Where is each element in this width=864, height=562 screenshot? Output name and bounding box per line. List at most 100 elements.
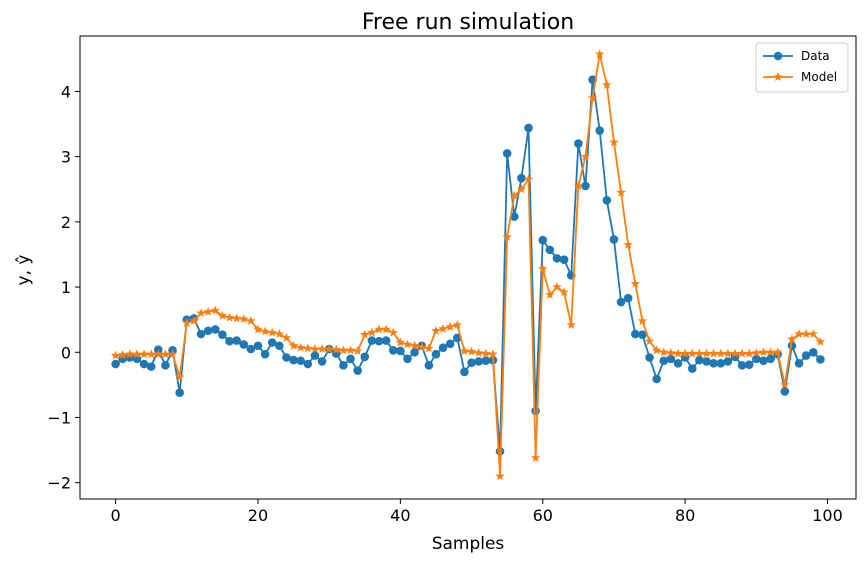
x-tick-label: 100 [812, 506, 843, 525]
model-point [438, 323, 448, 333]
data-point [574, 139, 583, 148]
model-point [659, 347, 669, 357]
model-point [715, 348, 726, 358]
model-point [502, 231, 512, 241]
data-point [474, 357, 483, 366]
model-point [367, 327, 377, 337]
model-point [758, 347, 769, 357]
data-point [467, 358, 476, 368]
model-point [701, 348, 712, 358]
model-point [680, 348, 690, 358]
model-point [217, 310, 228, 320]
data-point [517, 173, 526, 183]
data-point [652, 374, 661, 384]
data-point [744, 360, 754, 369]
x-tick-label: 20 [248, 506, 268, 525]
model-point [495, 471, 505, 481]
model-point [260, 326, 270, 336]
series-layer [110, 49, 826, 481]
model-point [267, 327, 277, 337]
model-point [694, 348, 705, 358]
data-point [545, 245, 555, 255]
model-point [780, 379, 790, 389]
model-point [573, 180, 584, 191]
data-point [253, 341, 263, 351]
model-point [110, 350, 121, 360]
model-point [310, 344, 320, 354]
data-point [609, 235, 619, 244]
data-point [808, 347, 818, 357]
data-point [730, 352, 740, 362]
series-model [110, 49, 826, 481]
model-point [666, 347, 676, 357]
model-point [452, 319, 463, 329]
data-point [367, 336, 377, 345]
y-tick-label: 0 [61, 343, 71, 362]
model-point [374, 324, 384, 334]
model-point [132, 349, 142, 359]
model-point [545, 289, 555, 299]
data-point [460, 367, 469, 377]
model-point [787, 334, 797, 344]
data-point [552, 254, 562, 263]
model-point [409, 340, 420, 350]
model-point [274, 329, 285, 339]
model-point [481, 348, 491, 358]
x-tick-label: 80 [675, 506, 695, 525]
model-point [210, 305, 221, 315]
model-point [338, 345, 349, 355]
model-point [167, 349, 178, 359]
data-point [438, 343, 448, 353]
data-point [296, 356, 305, 366]
data-point [388, 346, 398, 355]
data-point [709, 359, 718, 368]
model-point [224, 312, 235, 322]
data-point [139, 359, 149, 369]
data-point [531, 406, 540, 416]
model-point [765, 347, 776, 357]
data-point [509, 212, 519, 221]
model-point [295, 342, 306, 352]
model-point [459, 345, 470, 356]
model-point [552, 282, 562, 292]
data-point [196, 329, 206, 339]
x-tick-label: 60 [533, 506, 553, 525]
model-point [587, 92, 598, 102]
data-point [203, 326, 213, 336]
model-point [182, 317, 192, 327]
model-point [360, 329, 370, 339]
data-point [737, 361, 747, 370]
model-point [424, 343, 434, 353]
data-point [645, 353, 654, 362]
data-point [239, 340, 249, 349]
data-point [759, 356, 768, 366]
model-point [594, 49, 605, 59]
y-tick-label: 1 [61, 278, 71, 297]
model-point [559, 287, 569, 297]
model-point [117, 349, 128, 359]
data-point [225, 336, 234, 346]
model-point [509, 190, 520, 200]
model-point [730, 348, 740, 358]
model-point [139, 349, 149, 359]
data-point [125, 353, 135, 362]
model-point [395, 337, 406, 347]
y-tick-label: 2 [61, 213, 71, 232]
data-point [502, 149, 512, 158]
y-tick-label: −2 [47, 474, 71, 493]
plot-area [79, 35, 857, 500]
data-point [445, 339, 455, 349]
data-point [631, 329, 640, 339]
model-point [345, 345, 356, 355]
model-point [744, 348, 754, 358]
model-point [644, 336, 655, 346]
data-point [146, 362, 156, 371]
data-point [310, 351, 320, 360]
data-point [524, 123, 533, 133]
data-point [816, 355, 825, 364]
data-point [353, 366, 362, 375]
model-point [708, 348, 719, 358]
model-point [751, 347, 762, 357]
model-point [231, 313, 242, 323]
